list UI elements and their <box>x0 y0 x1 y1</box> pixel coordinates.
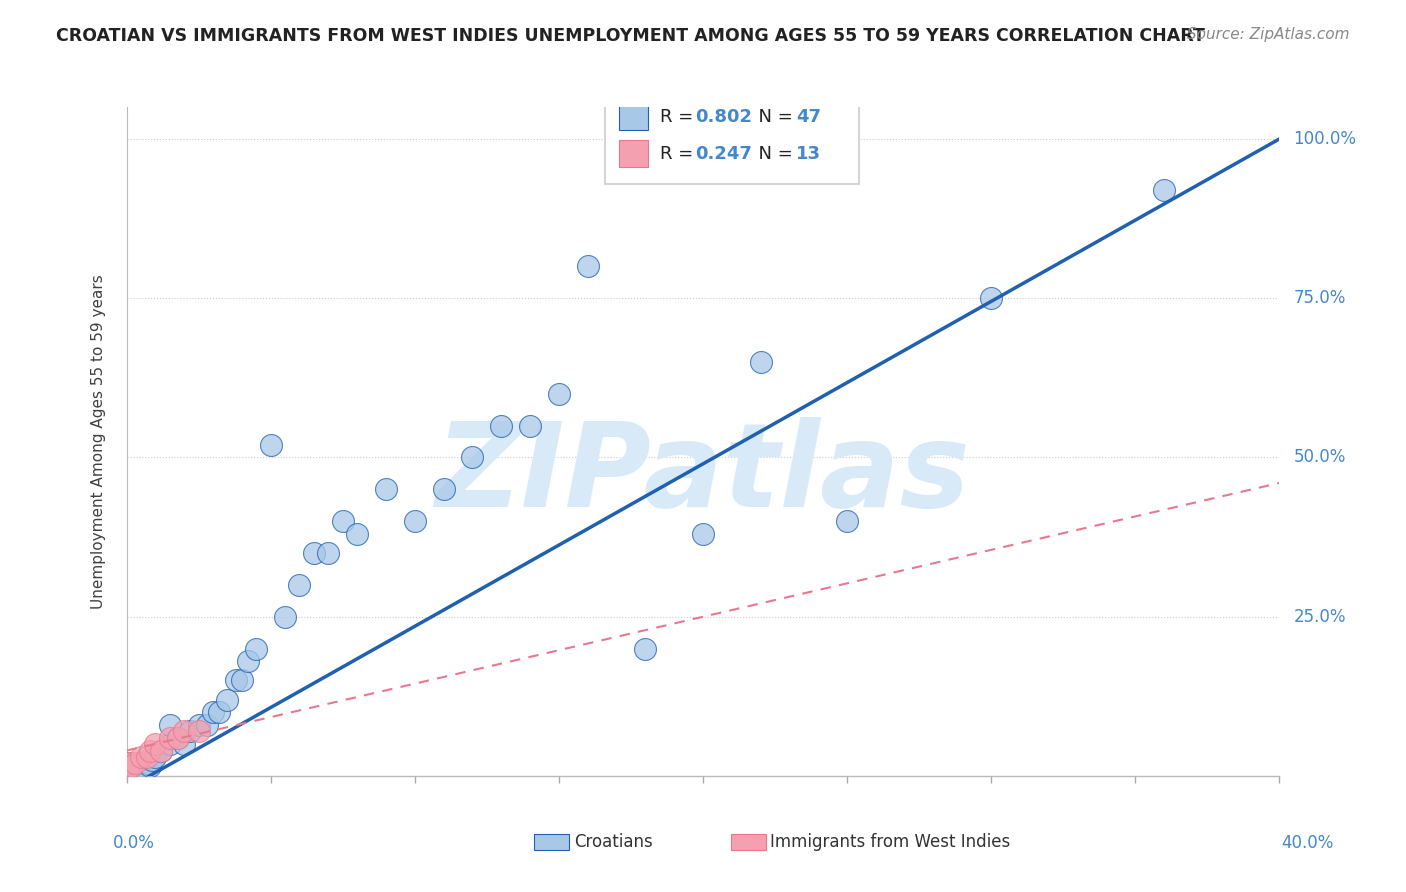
Point <box>318 546 340 560</box>
Point <box>124 765 146 780</box>
Text: ZIPatlas: ZIPatlas <box>436 417 970 533</box>
Point <box>159 737 181 751</box>
Point <box>118 756 141 771</box>
Point <box>236 654 259 668</box>
Point <box>980 291 1002 305</box>
Point <box>208 706 231 720</box>
Text: 100.0%: 100.0% <box>1294 130 1357 148</box>
Point <box>179 724 201 739</box>
Text: R =: R = <box>661 145 699 163</box>
Point <box>132 763 155 777</box>
Point <box>159 731 181 745</box>
Point <box>692 527 714 541</box>
Point <box>576 260 599 274</box>
Point <box>195 718 218 732</box>
Y-axis label: Unemployment Among Ages 55 to 59 years: Unemployment Among Ages 55 to 59 years <box>91 274 105 609</box>
Point <box>141 753 163 767</box>
Point <box>167 731 190 745</box>
Text: 75.0%: 75.0% <box>1294 289 1346 307</box>
Text: 13: 13 <box>796 145 821 163</box>
Point <box>115 756 138 771</box>
Point <box>187 718 209 732</box>
Point <box>245 641 267 656</box>
Text: 47: 47 <box>796 108 821 126</box>
Point <box>167 731 190 745</box>
Point <box>835 514 858 528</box>
Text: 50.0%: 50.0% <box>1294 449 1346 467</box>
Text: 0.0%: 0.0% <box>112 834 155 852</box>
Point <box>548 386 571 401</box>
Point <box>749 355 772 369</box>
Text: 0.247: 0.247 <box>695 145 752 163</box>
Text: R =: R = <box>661 108 699 126</box>
Point <box>145 737 166 751</box>
Bar <box>619 140 648 167</box>
Point <box>225 673 247 688</box>
Point <box>124 756 146 771</box>
Text: CROATIAN VS IMMIGRANTS FROM WEST INDIES UNEMPLOYMENT AMONG AGES 55 TO 59 YEARS C: CROATIAN VS IMMIGRANTS FROM WEST INDIES … <box>56 27 1205 45</box>
Point <box>129 750 152 764</box>
Point <box>346 527 368 541</box>
Point <box>115 763 138 777</box>
Point <box>135 756 157 771</box>
Text: Croatians: Croatians <box>574 833 652 851</box>
Text: Source: ZipAtlas.com: Source: ZipAtlas.com <box>1187 27 1350 42</box>
Point <box>433 483 456 497</box>
Point <box>302 546 325 560</box>
Point <box>519 418 541 433</box>
Point <box>259 438 281 452</box>
Point <box>231 673 253 688</box>
FancyBboxPatch shape <box>605 94 859 184</box>
Point <box>129 756 152 771</box>
Point <box>634 641 657 656</box>
Text: 40.0%: 40.0% <box>1281 834 1334 852</box>
Point <box>159 718 181 732</box>
Point <box>135 750 157 764</box>
Point <box>187 724 209 739</box>
Point <box>138 743 160 757</box>
Point <box>202 706 225 720</box>
Point <box>115 763 138 777</box>
Point <box>127 759 149 773</box>
Point <box>288 578 311 592</box>
Point <box>274 609 297 624</box>
Text: 25.0%: 25.0% <box>1294 607 1346 626</box>
Text: N =: N = <box>747 108 799 126</box>
Point <box>145 750 166 764</box>
Point <box>121 759 143 773</box>
Point <box>150 743 173 757</box>
Point <box>121 763 143 777</box>
Bar <box>619 103 648 130</box>
Point <box>217 692 239 706</box>
Point <box>1153 183 1175 197</box>
Point <box>173 737 195 751</box>
Point <box>138 759 160 773</box>
Point <box>150 743 173 757</box>
Point <box>173 724 195 739</box>
Point <box>404 514 426 528</box>
Text: N =: N = <box>747 145 799 163</box>
Point <box>332 514 354 528</box>
Point <box>491 418 513 433</box>
Point <box>461 450 484 465</box>
Point <box>374 483 398 497</box>
Text: 0.802: 0.802 <box>695 108 752 126</box>
Text: Immigrants from West Indies: Immigrants from West Indies <box>770 833 1011 851</box>
